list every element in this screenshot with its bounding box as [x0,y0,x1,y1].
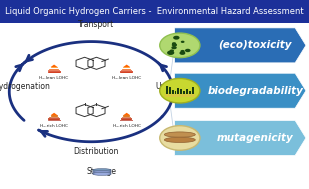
Text: Transport: Transport [78,20,114,29]
Circle shape [160,33,200,58]
Ellipse shape [164,132,195,137]
Circle shape [172,42,176,45]
Bar [183,91,185,96]
Text: Usage: Usage [155,82,179,91]
Bar [48,120,61,121]
Bar [120,120,133,121]
Text: (eco)toxicity: (eco)toxicity [218,40,292,50]
Text: Storage: Storage [87,167,116,177]
Bar [49,117,59,118]
Bar [93,171,111,174]
Circle shape [173,36,180,40]
Polygon shape [175,28,306,63]
Ellipse shape [93,169,111,172]
Bar [49,69,59,70]
Bar [49,70,60,71]
Bar [49,118,60,119]
Bar [122,69,131,70]
Circle shape [181,41,184,43]
Polygon shape [51,65,57,67]
Bar [192,87,194,96]
Polygon shape [123,113,130,115]
Circle shape [167,50,174,55]
Bar [122,117,131,118]
Circle shape [171,46,177,49]
Text: H₂-lean LOHC: H₂-lean LOHC [40,76,69,80]
Text: H₂-rich LOHC: H₂-rich LOHC [40,124,68,128]
Circle shape [170,50,174,52]
Bar [172,90,174,96]
Text: Distribution: Distribution [73,147,118,156]
Bar [121,118,132,119]
Text: mutagenicity: mutagenicity [217,133,294,143]
Bar [93,173,111,175]
Bar [165,94,195,97]
Text: H₂-rich LOHC: H₂-rich LOHC [113,124,141,128]
Bar [169,87,171,96]
Text: H₂-lean LOHC: H₂-lean LOHC [112,76,141,80]
Circle shape [160,78,200,103]
Bar [51,115,57,117]
Circle shape [185,49,191,52]
Text: Hydrogenation: Hydrogenation [0,82,50,91]
Ellipse shape [164,137,195,143]
Ellipse shape [93,172,111,175]
Bar [51,67,57,68]
Text: Liquid Organic Hydrogen Carriers -  Environmental Hazard Assessment: Liquid Organic Hydrogen Carriers - Envir… [5,7,304,16]
Bar [189,91,191,96]
Bar [93,169,111,172]
Polygon shape [51,113,57,115]
Bar [123,67,130,68]
Polygon shape [123,65,130,67]
Bar [48,71,61,73]
Circle shape [180,51,185,55]
Circle shape [172,43,177,46]
Bar [123,115,130,117]
Bar [120,71,133,73]
Bar [186,89,188,96]
Bar [166,86,168,96]
Text: biodegradability: biodegradability [207,86,303,96]
FancyBboxPatch shape [0,0,309,23]
Bar [177,88,179,96]
Polygon shape [175,121,306,155]
Bar [121,70,132,71]
Bar [180,89,182,96]
Polygon shape [175,73,306,108]
Circle shape [180,50,185,53]
Bar [175,91,176,96]
Ellipse shape [93,170,111,174]
Circle shape [160,126,200,150]
